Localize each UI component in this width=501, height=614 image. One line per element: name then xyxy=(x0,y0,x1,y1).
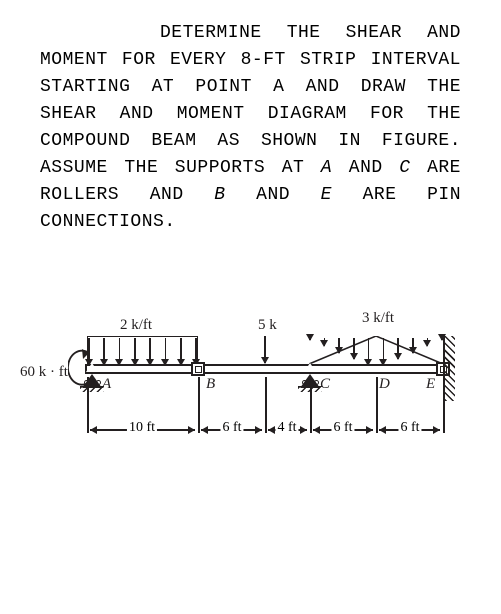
dim-2-label: 6 ft xyxy=(220,420,243,436)
dim-1-label: 10 ft xyxy=(127,420,157,436)
point-label-e: E xyxy=(426,376,435,393)
point-label-c: C xyxy=(320,376,330,393)
udl1-label: 2 k/ft xyxy=(120,317,152,334)
point-label-d: D xyxy=(379,376,390,393)
pointload-label: 5 k xyxy=(258,317,277,334)
roller-a-icon xyxy=(80,374,104,392)
beam-body xyxy=(85,364,443,374)
point-label-a: A xyxy=(102,376,111,393)
triangular-load xyxy=(309,336,443,364)
hinge-b-icon xyxy=(191,362,205,376)
point-label-b: B xyxy=(206,376,215,393)
tri-load-label: 3 k/ft xyxy=(362,310,394,327)
point-load-icon xyxy=(264,336,266,363)
problem-statement: DETERMINE THE SHEAR AND MOMENT FOR EVERY… xyxy=(40,20,461,236)
problem-text: DETERMINE THE SHEAR AND MOMENT FOR EVERY… xyxy=(40,23,461,232)
dim-5-label: 6 ft xyxy=(398,420,421,436)
moment-label: 60 k · ft xyxy=(20,364,68,381)
dim-4-label: 6 ft xyxy=(331,420,354,436)
udl-load-1 xyxy=(87,336,198,364)
fixed-support-icon xyxy=(443,336,455,401)
beam-diagram: 60 k · ft 2 k/ft 5 k 3 k/ft xyxy=(20,296,460,476)
dim-3-label: 4 ft xyxy=(275,420,298,436)
dimension-row: 10 ft 6 ft 4 ft 6 ft 6 ft xyxy=(20,421,460,446)
